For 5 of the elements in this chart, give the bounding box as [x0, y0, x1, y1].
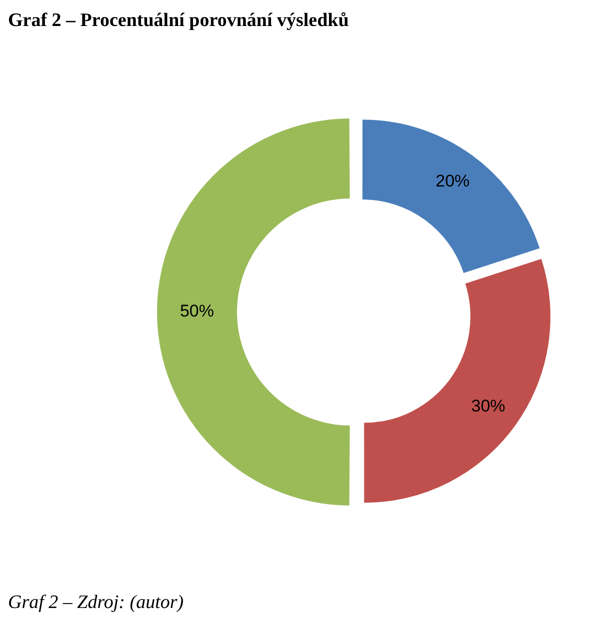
chart-title: Graf 2 – Procentuální porovnání výsledků	[8, 10, 350, 32]
text: Graf 2 – Zdroj: (autor)	[8, 592, 185, 614]
data-label: 30%	[471, 396, 506, 416]
data-label: 50%	[180, 302, 214, 321]
data-label: 20%	[436, 171, 470, 190]
